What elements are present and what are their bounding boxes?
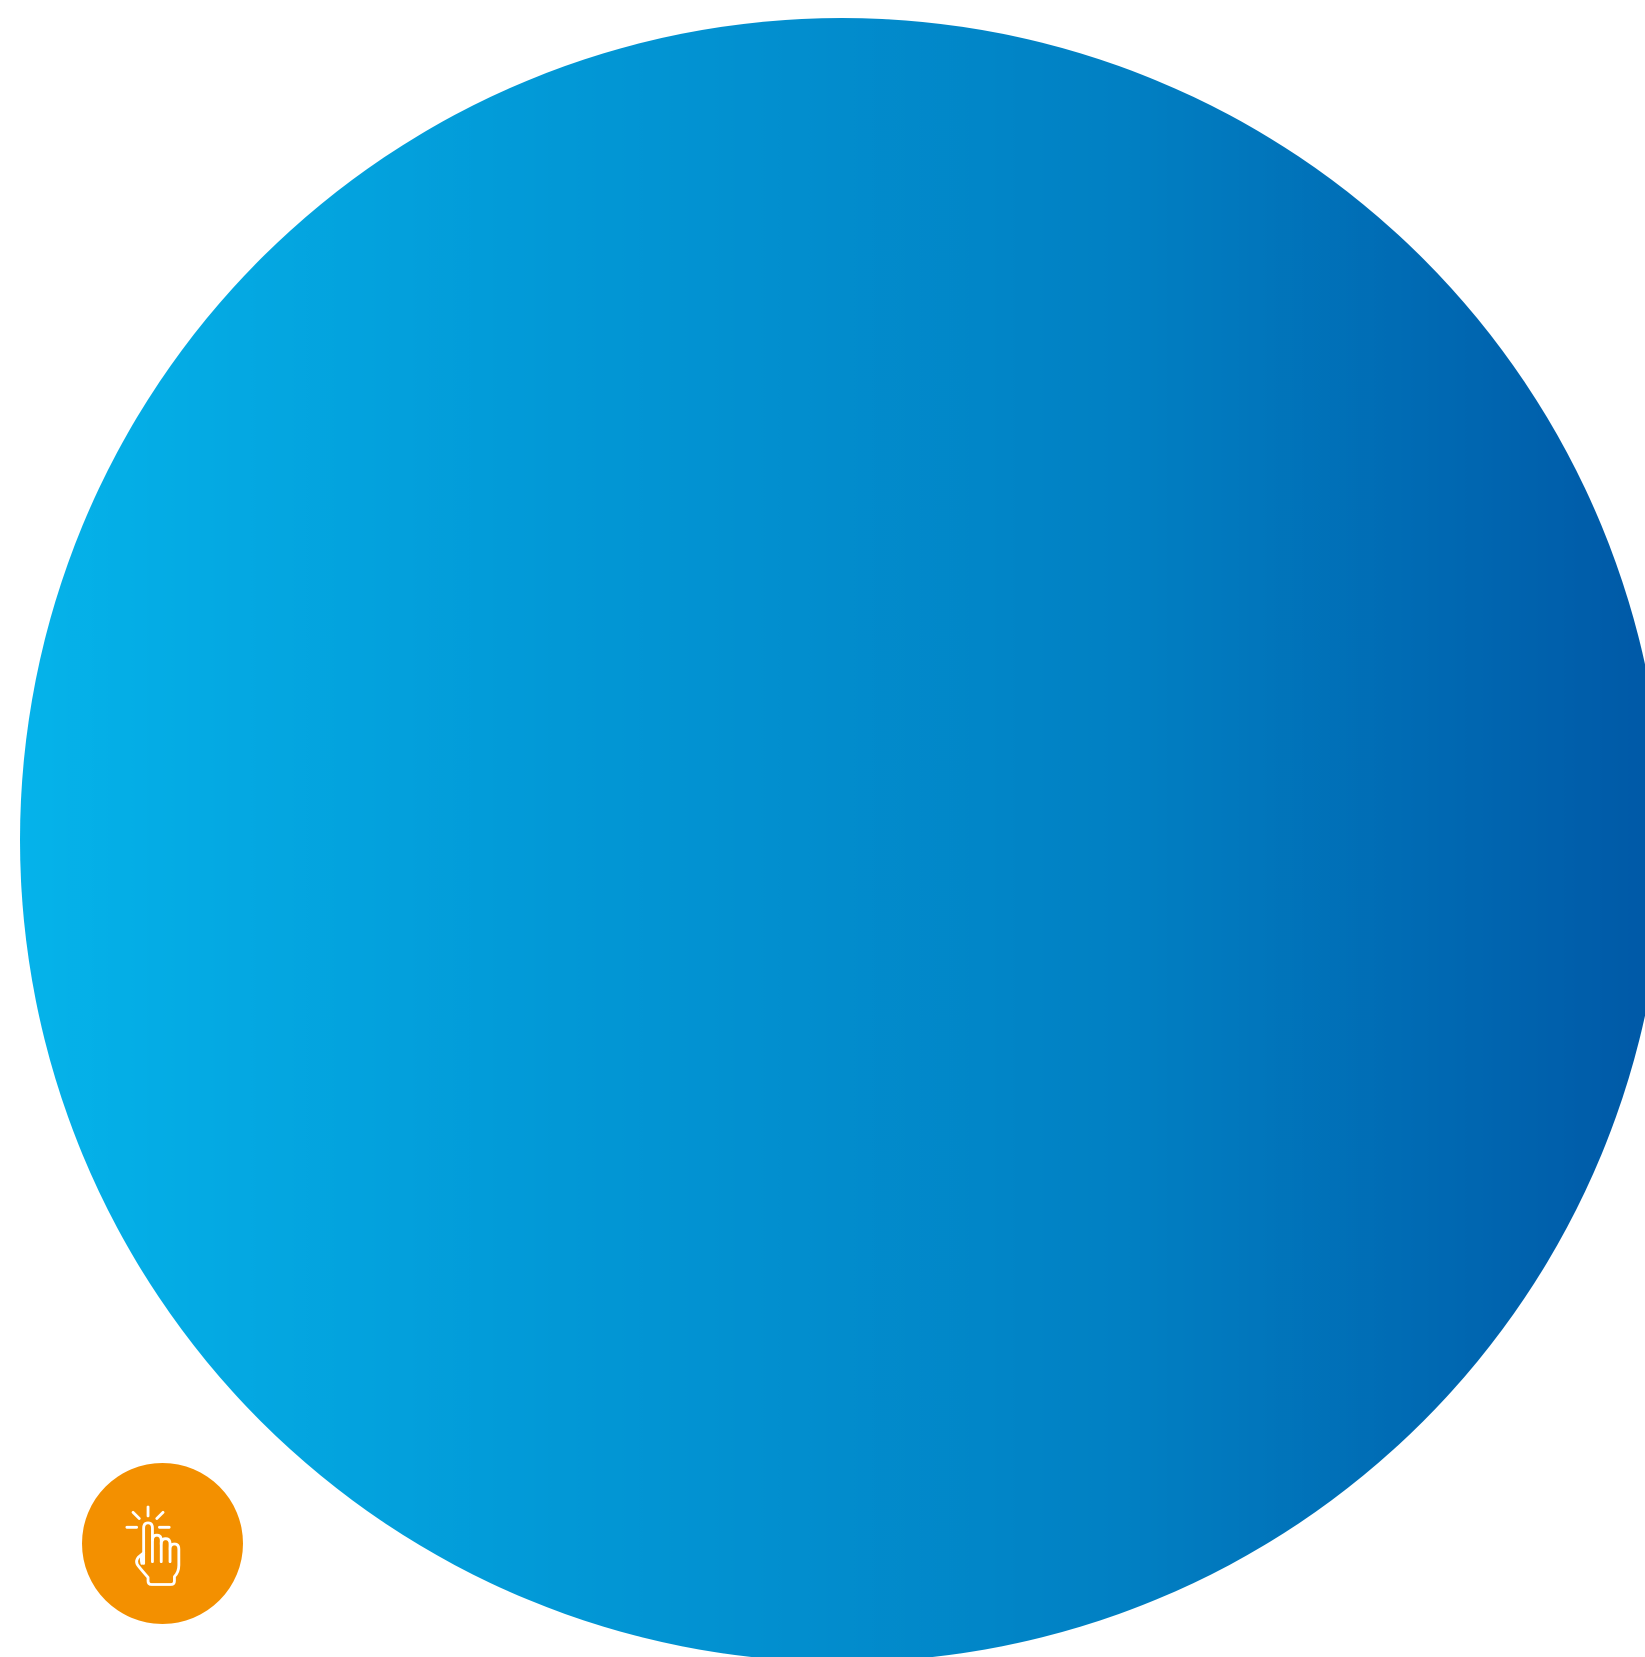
tap-button[interactable] [82,1463,243,1624]
blue-gradient-circle [20,18,1645,1657]
hand-tap-icon [119,1500,207,1588]
